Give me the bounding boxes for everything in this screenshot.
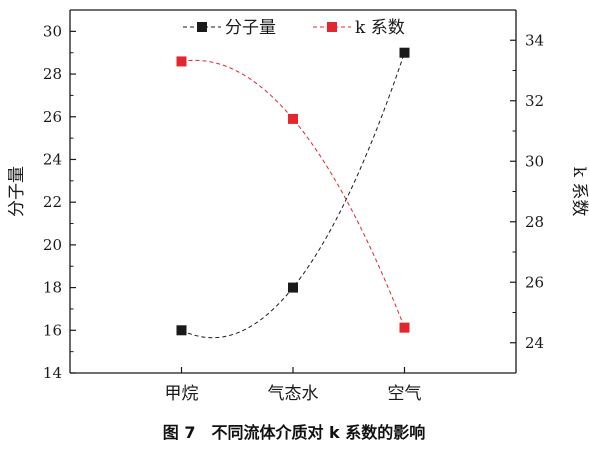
legend-marker-2 bbox=[327, 22, 337, 32]
right-tick-label: 30 bbox=[525, 152, 544, 170]
data-point-series-2 bbox=[399, 322, 410, 333]
right-tick-label: 34 bbox=[525, 31, 544, 49]
left-tick-label: 14 bbox=[43, 364, 62, 382]
trend-line-1 bbox=[181, 52, 405, 339]
right-tick-label: 24 bbox=[525, 334, 544, 352]
left-tick-label: 20 bbox=[43, 236, 62, 254]
legend-marker-1 bbox=[197, 22, 207, 32]
right-tick-label: 32 bbox=[525, 92, 544, 110]
left-tick-label: 18 bbox=[43, 279, 62, 297]
right-tick-label: 28 bbox=[525, 213, 544, 231]
left-axis-title: 分子量 bbox=[7, 166, 27, 217]
legend: 分子量 k 系数 bbox=[183, 18, 405, 38]
figure-caption: 图 7 不同流体介质对 k 系数的影响 bbox=[163, 423, 426, 442]
data-point-series-1 bbox=[288, 282, 298, 293]
right-axis-title: k 系数 bbox=[569, 167, 589, 217]
trend-lines bbox=[181, 52, 405, 339]
data-point-series-2 bbox=[288, 113, 298, 124]
x-tick-label: 气态水 bbox=[268, 384, 319, 404]
data-point-series-1 bbox=[399, 47, 410, 58]
left-tick-label: 24 bbox=[43, 150, 62, 168]
x-tick-label: 甲烷 bbox=[165, 384, 199, 404]
left-tick-label: 26 bbox=[43, 108, 62, 126]
left-tick-label: 22 bbox=[43, 193, 62, 211]
legend-label-2: k 系数 bbox=[355, 18, 405, 38]
left-tick-label: 16 bbox=[43, 321, 62, 339]
axes-layer: 14 16 18 20 22 24 26 28 30 24 26 28 30 32 34 甲烷 气态水 空气 bbox=[43, 9, 544, 404]
right-tick-label: 26 bbox=[525, 273, 544, 291]
left-tick-label: 30 bbox=[43, 22, 62, 40]
legend-label-1: 分子量 bbox=[225, 18, 276, 38]
trend-line-2 bbox=[181, 59, 405, 328]
data-point-series-2 bbox=[176, 56, 187, 67]
left-tick-label: 28 bbox=[43, 65, 62, 83]
data-point-series-1 bbox=[176, 325, 187, 336]
x-tick-label: 空气 bbox=[388, 384, 422, 404]
data-markers bbox=[176, 47, 410, 336]
